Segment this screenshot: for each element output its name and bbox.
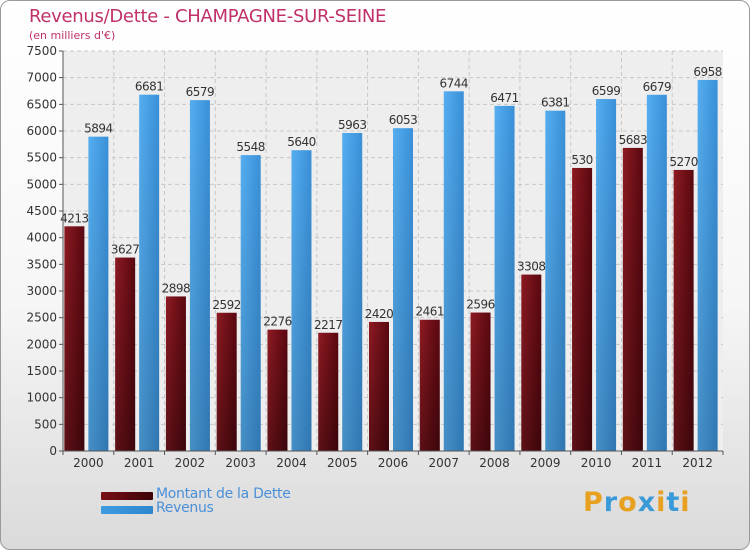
bar-shade bbox=[267, 329, 288, 451]
x-tick-label: 2001 bbox=[124, 456, 155, 470]
y-tick-label: 500 bbox=[34, 417, 57, 431]
data-label-dette: 2898 bbox=[162, 281, 191, 295]
logo-letter: x bbox=[637, 487, 657, 518]
bar-shade bbox=[419, 319, 440, 451]
legend-swatch-revenus bbox=[101, 506, 153, 514]
y-tick-label: 4500 bbox=[26, 204, 57, 218]
y-tick-label: 7500 bbox=[26, 44, 57, 58]
y-tick-label: 0 bbox=[49, 444, 57, 458]
x-tick-label: 2006 bbox=[378, 456, 409, 470]
x-tick-label: 2008 bbox=[479, 456, 510, 470]
bar-shade bbox=[342, 132, 363, 451]
bar-shade bbox=[673, 169, 694, 451]
y-tick-label: 7000 bbox=[26, 71, 57, 85]
proxiti-logo: Proxiti bbox=[583, 487, 691, 518]
y-tick-label: 1000 bbox=[26, 391, 57, 405]
logo-letter: r bbox=[603, 487, 619, 518]
data-label-revenus: 6053 bbox=[389, 113, 418, 127]
data-label-dette: 2596 bbox=[466, 298, 495, 312]
x-tick-label: 2003 bbox=[225, 456, 256, 470]
data-label-dette: 2217 bbox=[314, 318, 343, 332]
data-label-revenus: 5640 bbox=[287, 135, 316, 149]
legend-swatch-dette bbox=[101, 492, 153, 500]
bar-shade bbox=[318, 332, 339, 451]
y-tick-label: 4000 bbox=[26, 231, 57, 245]
data-label-dette: 4213 bbox=[60, 211, 89, 225]
bar-shade bbox=[521, 274, 542, 451]
logo-letter: P bbox=[583, 487, 604, 518]
data-label-dette: 2592 bbox=[212, 298, 241, 312]
data-label-dette: 530 bbox=[571, 153, 592, 167]
bar-shade bbox=[646, 94, 667, 451]
data-label-revenus: 6744 bbox=[439, 76, 468, 90]
x-tick-label: 2012 bbox=[682, 456, 713, 470]
logo-letter: t bbox=[666, 487, 681, 518]
data-label-dette: 2461 bbox=[415, 305, 444, 319]
bar-shade bbox=[64, 226, 85, 451]
data-label-dette: 3308 bbox=[517, 260, 546, 274]
y-tick-label: 5500 bbox=[26, 151, 57, 165]
x-tick-label: 2002 bbox=[175, 456, 206, 470]
bar-shade bbox=[622, 147, 643, 451]
data-label-revenus: 6681 bbox=[135, 80, 164, 94]
x-tick-label: 2007 bbox=[428, 456, 459, 470]
x-tick-label: 2005 bbox=[327, 456, 358, 470]
y-tick-label: 3500 bbox=[26, 257, 57, 271]
y-tick-label: 2000 bbox=[26, 337, 57, 351]
bar-shade bbox=[291, 150, 312, 451]
bar-shade bbox=[470, 312, 491, 451]
data-label-dette: 5683 bbox=[619, 133, 648, 147]
logo-letter: o bbox=[618, 487, 638, 518]
logo-letter: i bbox=[656, 487, 667, 518]
data-label-revenus: 6958 bbox=[693, 65, 722, 79]
y-tick-label: 2500 bbox=[26, 311, 57, 325]
x-tick-label: 2004 bbox=[276, 456, 307, 470]
data-label-revenus: 5548 bbox=[236, 140, 265, 154]
data-label-dette: 2276 bbox=[263, 315, 292, 329]
data-label-revenus: 6579 bbox=[186, 85, 215, 99]
data-label-revenus: 6679 bbox=[643, 80, 672, 94]
chart-title: Revenus/Dette - CHAMPAGNE-SUR-SEINE bbox=[29, 6, 387, 27]
data-label-revenus: 6471 bbox=[490, 91, 519, 105]
logo-letter: i bbox=[680, 487, 691, 518]
bar-shade bbox=[443, 91, 464, 451]
bar-shade bbox=[545, 110, 566, 452]
y-tick-label: 1500 bbox=[26, 364, 57, 378]
bar-shade bbox=[115, 257, 136, 451]
x-tick-label: 2009 bbox=[530, 456, 561, 470]
chart-subtitle: (en milliers d'€) bbox=[29, 29, 116, 42]
bar-shade bbox=[240, 155, 261, 451]
legend-label-dette: Montant de la Dette bbox=[156, 486, 291, 502]
data-label-revenus: 6381 bbox=[541, 96, 570, 110]
bar-shade bbox=[494, 105, 515, 451]
x-tick-label: 2011 bbox=[632, 456, 663, 470]
bar-shade bbox=[216, 312, 237, 451]
bar-shade bbox=[596, 99, 617, 451]
data-label-revenus: 5894 bbox=[84, 122, 113, 136]
bar-shade bbox=[165, 296, 186, 451]
bar-shade bbox=[697, 79, 718, 451]
bar-shade bbox=[393, 128, 413, 451]
data-label-revenus: 5963 bbox=[338, 118, 367, 132]
y-tick-label: 3000 bbox=[26, 284, 57, 298]
legend-label-revenus: Revenus bbox=[156, 500, 214, 516]
x-tick-label: 2000 bbox=[73, 456, 104, 470]
bar-shade bbox=[572, 167, 593, 451]
bar-shade bbox=[369, 321, 389, 451]
data-label-dette: 3627 bbox=[111, 243, 140, 257]
data-label-dette: 5270 bbox=[669, 155, 698, 169]
y-tick-label: 6000 bbox=[26, 124, 57, 138]
bar-shade bbox=[88, 136, 109, 452]
data-label-revenus: 6599 bbox=[592, 84, 621, 98]
y-tick-label: 5000 bbox=[26, 177, 57, 191]
y-tick-label: 6500 bbox=[26, 97, 57, 111]
bar-shade bbox=[189, 100, 210, 452]
data-label-dette: 2420 bbox=[365, 307, 394, 321]
bar-shade bbox=[139, 94, 160, 452]
x-tick-label: 2010 bbox=[581, 456, 612, 470]
